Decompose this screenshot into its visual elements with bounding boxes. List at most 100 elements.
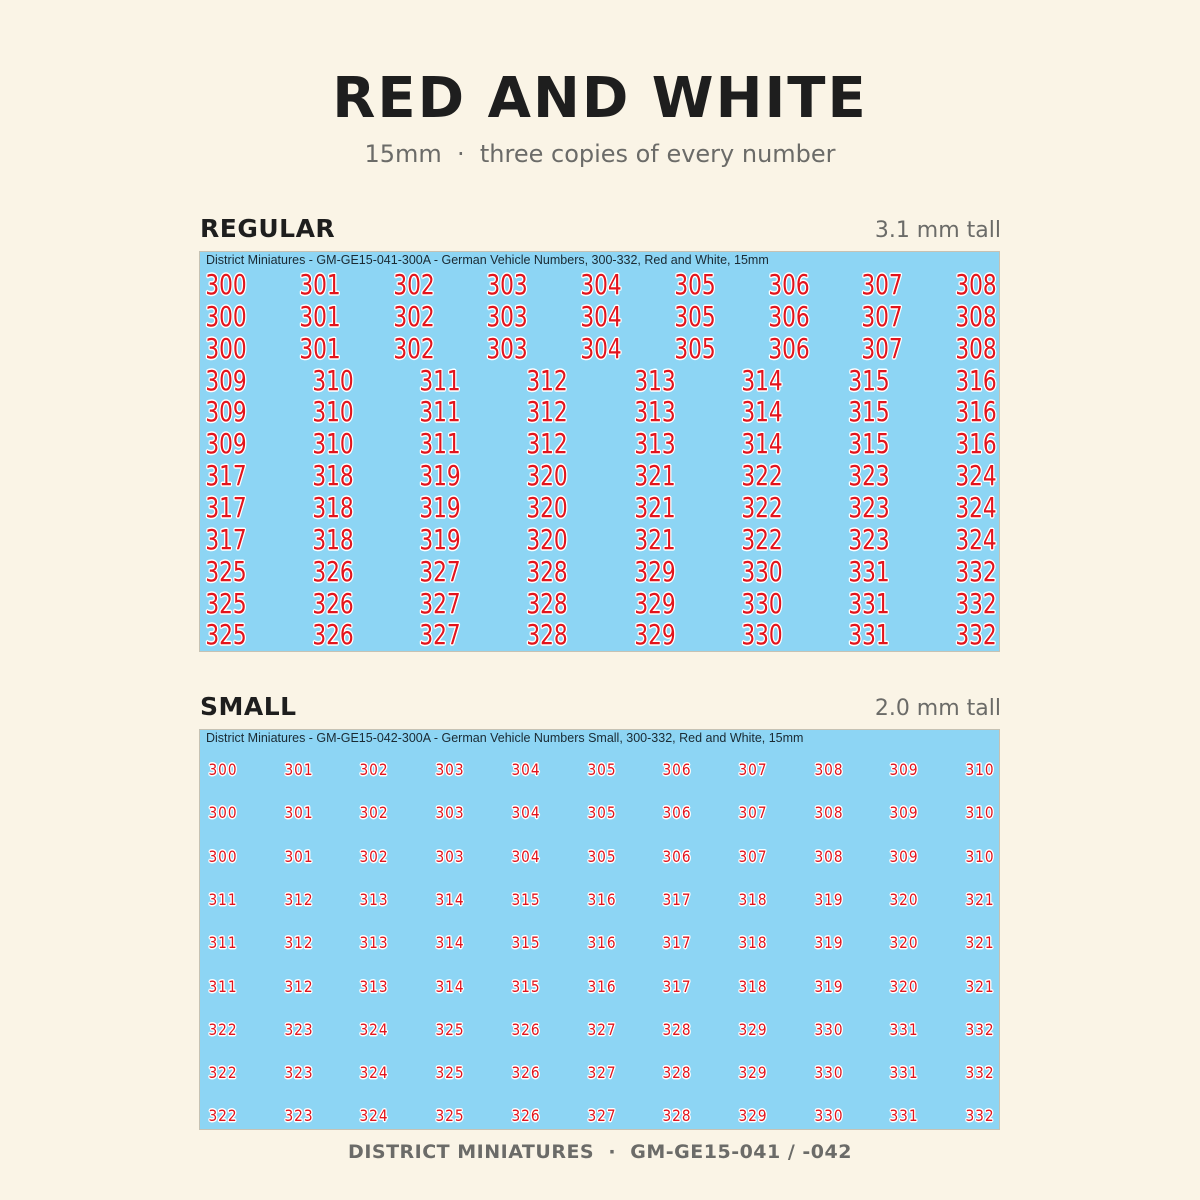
- regular-decal-number: 329: [633, 586, 676, 620]
- regular-decal-number: 325: [205, 554, 247, 588]
- small-decal-number: 331: [889, 1019, 919, 1039]
- small-decal-number: 321: [965, 976, 995, 996]
- small-decal-number: 304: [511, 760, 541, 779]
- regular-decal-number: 315: [848, 395, 890, 429]
- page-footer: DISTRICT MINIATURES · GM-GE15-041 / -042: [348, 1141, 852, 1163]
- regular-decal-number: 330: [741, 586, 783, 620]
- small-decal-number: 310: [965, 846, 995, 866]
- regular-decal-number: 325: [205, 618, 247, 652]
- regular-decal-number: 314: [741, 395, 783, 429]
- regular-decal-number: 307: [861, 299, 903, 333]
- regular-section-title: REGULAR: [200, 214, 336, 243]
- regular-decal-number: 308: [955, 268, 997, 301]
- regular-decal-number: 323: [848, 490, 890, 524]
- regular-decal-number: 300: [205, 331, 247, 365]
- regular-decal-number: 329: [633, 618, 676, 652]
- small-decal-number: 300: [208, 846, 238, 866]
- small-decal-number: 305: [587, 846, 616, 866]
- regular-decal-number: 329: [633, 554, 676, 588]
- regular-decal-number: 326: [312, 618, 354, 652]
- small-decal-number: 324: [359, 1106, 389, 1126]
- regular-decal-number: 309: [205, 427, 247, 461]
- small-decal-number: 315: [511, 889, 541, 909]
- regular-decal-number: 305: [674, 268, 716, 301]
- small-decal-number: 327: [587, 1019, 616, 1039]
- small-decal-number: 316: [587, 976, 616, 996]
- regular-decal-number: 320: [526, 522, 569, 556]
- small-decal-number: 310: [965, 803, 995, 823]
- regular-decal-number: 303: [486, 299, 528, 333]
- regular-decal-number: 326: [312, 586, 354, 620]
- small-decal-number: 314: [435, 889, 465, 909]
- small-decal-number: 327: [587, 1063, 616, 1083]
- regular-decal-number: 319: [419, 522, 461, 556]
- page-title: RED AND WHITE: [332, 66, 868, 131]
- regular-decal-number: 321: [633, 459, 676, 493]
- small-decal-number: 329: [738, 1106, 768, 1126]
- small-decal-number: 316: [587, 933, 616, 953]
- regular-decal-number: 316: [955, 395, 997, 429]
- small-decal-number: 301: [284, 846, 314, 866]
- small-decal-number: 314: [435, 976, 465, 996]
- regular-decal-number: 308: [955, 299, 997, 333]
- regular-decal-number: 304: [580, 299, 622, 333]
- small-decal-number: 319: [814, 933, 844, 953]
- small-decal-number: 302: [359, 846, 389, 866]
- regular-decal-number: 331: [848, 618, 890, 652]
- small-decal-number: 331: [889, 1106, 919, 1126]
- regular-decal-number: 309: [205, 363, 247, 397]
- regular-decal-number: 331: [848, 586, 890, 620]
- regular-decal-number: 321: [633, 490, 676, 524]
- regular-decal-number: 330: [741, 554, 783, 588]
- regular-decal-number: 320: [526, 490, 569, 524]
- small-decal-number: 312: [284, 889, 314, 909]
- small-decal-number: 309: [889, 803, 919, 823]
- page-subtitle: 15mm · three copies of every number: [364, 140, 836, 168]
- regular-decal-number: 319: [419, 459, 461, 493]
- regular-decal-number: 321: [633, 522, 676, 556]
- regular-decal-number: 322: [741, 522, 783, 556]
- regular-decal-number: 305: [674, 299, 716, 333]
- small-decal-number: 322: [208, 1106, 238, 1126]
- regular-decal-number: 316: [955, 363, 997, 397]
- small-decal-number: 302: [359, 803, 389, 823]
- small-decal-number: 319: [814, 976, 844, 996]
- small-decal-number: 308: [814, 803, 844, 823]
- regular-decal-number: 307: [861, 331, 903, 365]
- regular-decal-number: 327: [419, 586, 461, 620]
- regular-decal-number: 303: [486, 331, 528, 365]
- small-decal-number: 318: [738, 933, 768, 953]
- small-decal-number: 309: [889, 760, 919, 779]
- small-decal-number: 332: [965, 1019, 995, 1039]
- regular-decal-number: 332: [955, 618, 997, 652]
- small-section-header: SMALL 2.0 mm tall: [200, 692, 1001, 721]
- regular-decal-number: 312: [526, 395, 569, 429]
- regular-decal-number: 327: [419, 618, 461, 652]
- regular-decal-number: 313: [633, 363, 676, 397]
- regular-decal-number: 328: [526, 554, 569, 588]
- regular-decal-number: 326: [312, 554, 354, 588]
- small-decal-number: 328: [662, 1106, 692, 1126]
- small-decal-number: 313: [359, 933, 389, 953]
- regular-decal-number: 315: [848, 363, 890, 397]
- regular-decal-number: 301: [299, 299, 341, 333]
- small-decal-number: 317: [662, 976, 692, 996]
- regular-decal-number: 328: [526, 586, 569, 620]
- regular-decal-number: 313: [633, 395, 676, 429]
- small-decal-number: 315: [511, 976, 541, 996]
- small-decal-number: 326: [511, 1063, 541, 1083]
- small-decal-number: 307: [738, 846, 768, 866]
- small-decal-number: 311: [208, 889, 238, 909]
- regular-decal-number: 310: [312, 427, 354, 461]
- small-decal-number: 311: [208, 976, 238, 996]
- small-decal-number: 305: [587, 760, 616, 779]
- small-decal-sheet: District Miniatures - GM-GE15-042-300A -…: [199, 729, 1000, 1130]
- small-decal-number: 332: [965, 1063, 995, 1083]
- small-section-size: 2.0 mm tall: [874, 696, 1001, 721]
- small-decal-number: 313: [359, 976, 389, 996]
- regular-decal-number: 318: [312, 459, 354, 493]
- small-decal-number: 304: [511, 846, 541, 866]
- small-decal-number: 306: [662, 760, 692, 779]
- regular-decal-number: 320: [526, 459, 569, 493]
- regular-decal-number: 300: [205, 268, 247, 301]
